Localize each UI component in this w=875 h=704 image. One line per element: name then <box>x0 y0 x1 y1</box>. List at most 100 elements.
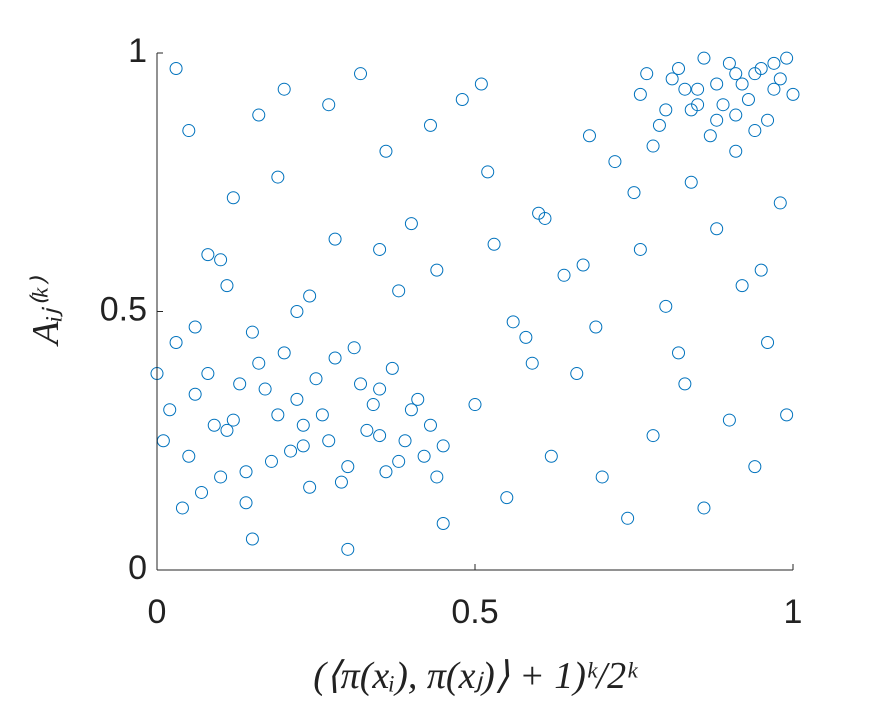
point <box>436 439 450 453</box>
point <box>207 418 221 432</box>
point <box>214 253 228 267</box>
point <box>430 470 444 484</box>
point <box>697 501 711 515</box>
point <box>665 72 679 86</box>
point <box>366 398 380 412</box>
point <box>481 165 495 179</box>
point <box>334 475 348 489</box>
point <box>169 336 183 350</box>
point <box>729 144 743 158</box>
point <box>411 392 425 406</box>
point <box>328 351 342 365</box>
point <box>373 242 387 256</box>
point <box>646 139 660 153</box>
point <box>436 516 450 530</box>
point <box>474 77 488 91</box>
point <box>322 98 336 112</box>
point <box>188 320 202 334</box>
point <box>786 87 800 101</box>
point <box>423 118 437 132</box>
point <box>754 62 768 76</box>
x-tick-label: 0.5 <box>451 593 498 631</box>
point <box>678 377 692 391</box>
point <box>767 56 781 70</box>
point <box>182 449 196 463</box>
point <box>175 501 189 515</box>
point <box>271 170 285 184</box>
point <box>646 429 660 443</box>
point <box>290 392 304 406</box>
point <box>252 108 266 122</box>
point <box>640 67 654 81</box>
point <box>722 413 736 427</box>
point <box>710 77 724 91</box>
point <box>404 217 418 231</box>
point <box>748 124 762 138</box>
point <box>735 77 749 91</box>
point <box>315 408 329 422</box>
point <box>710 113 724 127</box>
point <box>627 186 641 200</box>
point <box>271 408 285 422</box>
point <box>239 496 253 510</box>
point <box>233 377 247 391</box>
point <box>487 237 501 251</box>
point <box>163 403 177 417</box>
point <box>296 418 310 432</box>
point <box>341 460 355 474</box>
point <box>684 103 698 117</box>
point <box>633 87 647 101</box>
point <box>156 434 170 448</box>
point <box>684 175 698 189</box>
point <box>373 429 387 443</box>
y-tick-label: 1 <box>128 32 147 70</box>
point <box>354 67 368 81</box>
point <box>379 144 393 158</box>
point <box>741 93 755 107</box>
point <box>328 232 342 246</box>
point <box>582 129 596 143</box>
point <box>729 108 743 122</box>
point <box>322 434 336 448</box>
point <box>392 454 406 468</box>
point <box>621 511 635 525</box>
point <box>678 82 692 96</box>
point <box>557 268 571 282</box>
point <box>544 449 558 463</box>
point <box>570 367 584 381</box>
point <box>761 113 775 127</box>
point <box>373 382 387 396</box>
point <box>722 56 736 70</box>
point <box>284 444 298 458</box>
point <box>188 387 202 401</box>
point <box>195 485 209 499</box>
point <box>214 470 228 484</box>
point <box>780 408 794 422</box>
point <box>691 82 705 96</box>
point <box>455 93 469 107</box>
point <box>525 356 539 370</box>
point <box>201 248 215 262</box>
point <box>309 372 323 386</box>
point <box>423 418 437 432</box>
point <box>595 470 609 484</box>
point <box>245 532 259 546</box>
point <box>226 413 240 427</box>
point <box>264 454 278 468</box>
point <box>220 279 234 293</box>
point <box>761 336 775 350</box>
point <box>303 480 317 494</box>
point <box>182 124 196 138</box>
y-tick-label: 0 <box>128 549 147 587</box>
point <box>169 62 183 76</box>
point <box>347 341 361 355</box>
point <box>430 263 444 277</box>
x-tick-label: 0 <box>148 593 167 631</box>
x-tick-label: 1 <box>784 593 803 631</box>
point <box>245 325 259 339</box>
x-axis-label: (⟨π(xᵢ), π(xⱼ)⟩ + 1)ᵏ/2ᵏ <box>313 655 638 697</box>
point <box>576 258 590 272</box>
point <box>659 299 673 313</box>
point <box>589 320 603 334</box>
